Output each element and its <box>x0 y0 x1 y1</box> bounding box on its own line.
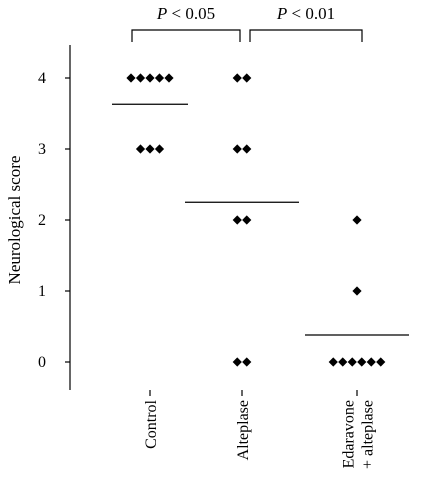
p-value-label: P < 0.01 <box>276 4 335 23</box>
x-category-label: Alteplase <box>235 400 252 460</box>
data-point-diamond <box>232 144 242 154</box>
data-point-diamond <box>135 144 146 154</box>
x-category-label: + alteplase <box>360 400 377 469</box>
data-point-diamond <box>232 73 242 83</box>
data-point-diamond <box>145 73 155 83</box>
group-mean-lines <box>112 103 409 336</box>
data-point-diamond <box>357 357 367 367</box>
significance-brackets: P < 0.05 P < 0.01 <box>131 4 363 42</box>
data-point-diamond <box>338 357 348 367</box>
data-point-diamond <box>232 215 242 225</box>
data-point-diamond <box>126 73 136 83</box>
data-point-diamond <box>145 144 155 154</box>
data-point-diamond <box>135 73 146 83</box>
data-point-diamond <box>352 215 362 225</box>
y-axis-ticks: 0 1 2 3 4 <box>38 70 70 371</box>
y-tick-label: 1 <box>38 283 46 300</box>
data-point-diamond <box>347 357 357 367</box>
x-category-label: Edaravone <box>341 400 358 468</box>
x-axis-category-labels: Control Alteplase Edaravone + alteplase <box>143 390 377 469</box>
significance-bracket <box>249 29 363 42</box>
y-tick-label: 0 <box>38 354 46 371</box>
data-point-diamond <box>352 286 362 296</box>
data-point-diamond <box>366 357 376 367</box>
data-point-diamond <box>242 357 252 367</box>
y-tick-label: 4 <box>38 70 46 87</box>
data-point-diamond <box>242 73 252 83</box>
data-points <box>126 73 386 367</box>
y-axis-label: Neurological score <box>5 156 24 285</box>
data-point-diamond <box>328 357 338 367</box>
data-point-diamond <box>242 144 252 154</box>
data-point-diamond <box>154 144 165 154</box>
data-point-diamond <box>242 215 252 225</box>
y-tick-label: 2 <box>38 212 46 229</box>
y-tick-label: 3 <box>38 141 46 158</box>
data-point-diamond <box>376 357 386 367</box>
significance-bracket <box>131 29 241 42</box>
p-value-label: P < 0.05 <box>156 4 215 23</box>
x-category-label: Control <box>143 399 160 448</box>
data-point-diamond <box>154 73 165 83</box>
data-point-diamond <box>164 73 174 83</box>
data-point-diamond <box>232 357 242 367</box>
